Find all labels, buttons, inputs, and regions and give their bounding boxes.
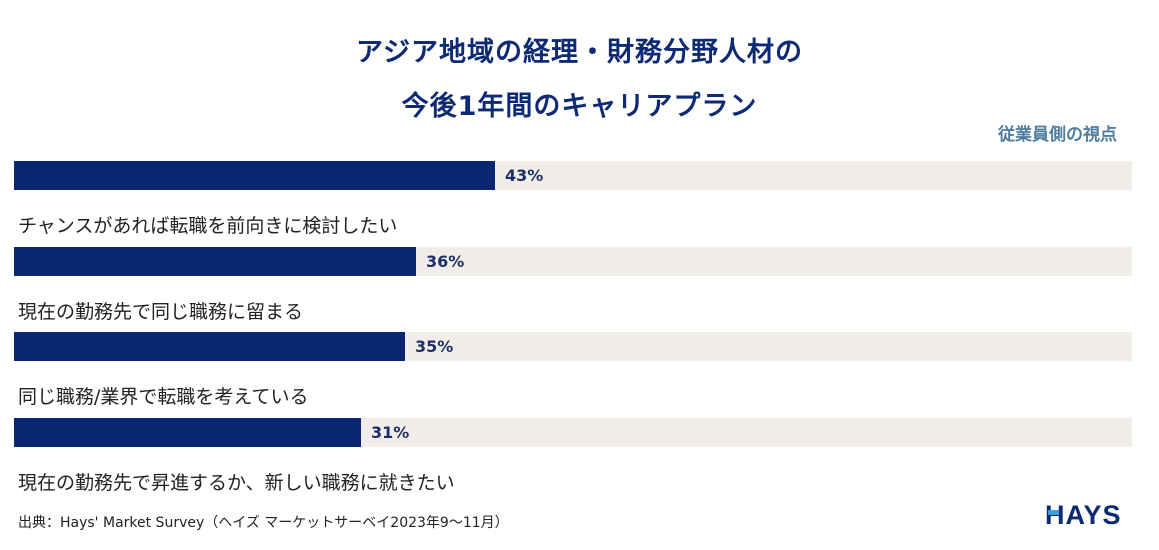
bar-track: 35% [14,332,1132,361]
bar [14,161,495,190]
chart-subtitle: 従業員側の視点 [998,125,1117,145]
bar-value-label: 43% [505,166,544,185]
chart-title-line1: アジア地域の経理・財務分野人材の [356,37,803,68]
category-label: 同じ職務/業界で転職を考えている [18,386,309,408]
source-note: 出典：Hays' Market Survey（ヘイズ マーケットサーベイ2023… [18,515,509,531]
category-label: 現在の勤務先で同じ職務に留まる [18,301,304,323]
hays-logo-accent [1048,510,1059,515]
bar-value-label: 36% [426,252,465,271]
category-label: 現在の勤務先で昇進するか、新しい職務に就きたい [18,472,455,494]
bar [14,418,361,447]
bar [14,332,405,361]
bar-value-label: 31% [371,423,410,442]
bar-track: 36% [14,247,1132,276]
hays-logo: HAYS [1045,500,1121,530]
bar [14,247,416,276]
chart-title-line2: 今後1年間のキャリアプラン [401,91,758,122]
bar-track: 31% [14,418,1132,447]
category-label: チャンスがあれば転職を前向きに検討したい [18,215,398,237]
bar-value-label: 35% [415,337,454,356]
bar-track: 43% [14,161,1132,190]
